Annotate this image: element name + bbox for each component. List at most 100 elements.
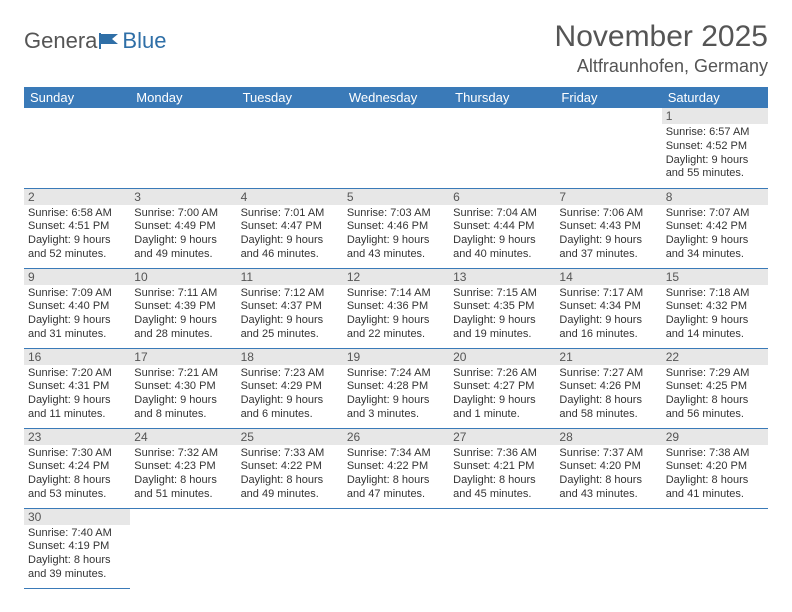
sunset-line: Sunset: 4:34 PM [559,300,657,314]
title-block: November 2025 Altfraunhofen, Germany [555,20,768,77]
sunset-line: Sunset: 4:29 PM [241,380,339,394]
daylight-line: Daylight: 8 hours and 58 minutes. [559,394,657,422]
sunrise-line: Sunrise: 7:20 AM [28,367,126,381]
day-number: 20 [449,349,555,365]
sunrise-line: Sunrise: 7:33 AM [241,447,339,461]
daylight-line: Daylight: 9 hours and 14 minutes. [666,314,764,342]
weekday-header: Tuesday [237,87,343,108]
weekday-header: Thursday [449,87,555,108]
day-content: Sunrise: 7:17 AMSunset: 4:34 PMDaylight:… [555,285,661,346]
calendar-week: 9Sunrise: 7:09 AMSunset: 4:40 PMDaylight… [24,268,768,348]
day-content: Sunrise: 7:07 AMSunset: 4:42 PMDaylight:… [662,205,768,266]
day-number: 5 [343,189,449,205]
brand-part2: Blue [122,28,166,54]
calendar-cell: 12Sunrise: 7:14 AMSunset: 4:36 PMDayligh… [343,268,449,348]
daylight-line: Daylight: 9 hours and 8 minutes. [134,394,232,422]
sunrise-line: Sunrise: 7:06 AM [559,207,657,221]
sunset-line: Sunset: 4:25 PM [666,380,764,394]
sunrise-line: Sunrise: 7:27 AM [559,367,657,381]
day-number: 29 [662,429,768,445]
sunset-line: Sunset: 4:28 PM [347,380,445,394]
daylight-line: Daylight: 9 hours and 3 minutes. [347,394,445,422]
calendar-cell [237,508,343,588]
day-content: Sunrise: 7:40 AMSunset: 4:19 PMDaylight:… [24,525,130,586]
day-content: Sunrise: 7:32 AMSunset: 4:23 PMDaylight:… [130,445,236,506]
day-number: 6 [449,189,555,205]
calendar-cell: 28Sunrise: 7:37 AMSunset: 4:20 PMDayligh… [555,428,661,508]
sunset-line: Sunset: 4:19 PM [28,540,126,554]
calendar-cell: 18Sunrise: 7:23 AMSunset: 4:29 PMDayligh… [237,348,343,428]
sunset-line: Sunset: 4:27 PM [453,380,551,394]
sunset-line: Sunset: 4:22 PM [347,460,445,474]
day-number: 4 [237,189,343,205]
day-content: Sunrise: 7:00 AMSunset: 4:49 PMDaylight:… [130,205,236,266]
day-content: Sunrise: 7:38 AMSunset: 4:20 PMDaylight:… [662,445,768,506]
day-number: 28 [555,429,661,445]
daylight-line: Daylight: 8 hours and 53 minutes. [28,474,126,502]
daylight-line: Daylight: 9 hours and 11 minutes. [28,394,126,422]
daylight-line: Daylight: 9 hours and 22 minutes. [347,314,445,342]
sunset-line: Sunset: 4:23 PM [134,460,232,474]
daylight-line: Daylight: 8 hours and 39 minutes. [28,554,126,582]
sunset-line: Sunset: 4:35 PM [453,300,551,314]
calendar-cell: 22Sunrise: 7:29 AMSunset: 4:25 PMDayligh… [662,348,768,428]
daylight-line: Daylight: 8 hours and 49 minutes. [241,474,339,502]
daylight-line: Daylight: 8 hours and 51 minutes. [134,474,232,502]
calendar-cell [130,108,236,188]
sunrise-line: Sunrise: 7:21 AM [134,367,232,381]
sunrise-line: Sunrise: 7:11 AM [134,287,232,301]
sunrise-line: Sunrise: 7:07 AM [666,207,764,221]
sunrise-line: Sunrise: 7:03 AM [347,207,445,221]
sunrise-line: Sunrise: 7:37 AM [559,447,657,461]
sunset-line: Sunset: 4:39 PM [134,300,232,314]
daylight-line: Daylight: 9 hours and 34 minutes. [666,234,764,262]
sunrise-line: Sunrise: 7:18 AM [666,287,764,301]
sunset-line: Sunset: 4:49 PM [134,220,232,234]
day-number: 16 [24,349,130,365]
calendar-cell: 23Sunrise: 7:30 AMSunset: 4:24 PMDayligh… [24,428,130,508]
sunset-line: Sunset: 4:32 PM [666,300,764,314]
day-number: 7 [555,189,661,205]
day-number: 23 [24,429,130,445]
daylight-line: Daylight: 9 hours and 25 minutes. [241,314,339,342]
daylight-line: Daylight: 8 hours and 56 minutes. [666,394,764,422]
calendar-cell [130,508,236,588]
sunrise-line: Sunrise: 7:24 AM [347,367,445,381]
day-content: Sunrise: 7:04 AMSunset: 4:44 PMDaylight:… [449,205,555,266]
calendar-cell: 21Sunrise: 7:27 AMSunset: 4:26 PMDayligh… [555,348,661,428]
sunset-line: Sunset: 4:51 PM [28,220,126,234]
calendar-cell: 13Sunrise: 7:15 AMSunset: 4:35 PMDayligh… [449,268,555,348]
calendar-cell: 10Sunrise: 7:11 AMSunset: 4:39 PMDayligh… [130,268,236,348]
sunset-line: Sunset: 4:42 PM [666,220,764,234]
weekday-header: Monday [130,87,236,108]
weekday-header: Wednesday [343,87,449,108]
day-number: 3 [130,189,236,205]
day-content: Sunrise: 7:23 AMSunset: 4:29 PMDaylight:… [237,365,343,426]
sunset-line: Sunset: 4:36 PM [347,300,445,314]
sunrise-line: Sunrise: 7:12 AM [241,287,339,301]
sunset-line: Sunset: 4:22 PM [241,460,339,474]
calendar-cell: 16Sunrise: 7:20 AMSunset: 4:31 PMDayligh… [24,348,130,428]
calendar-cell: 24Sunrise: 7:32 AMSunset: 4:23 PMDayligh… [130,428,236,508]
calendar-cell: 5Sunrise: 7:03 AMSunset: 4:46 PMDaylight… [343,188,449,268]
day-number: 27 [449,429,555,445]
daylight-line: Daylight: 9 hours and 40 minutes. [453,234,551,262]
sunrise-line: Sunrise: 7:17 AM [559,287,657,301]
brand-part1: Genera [24,28,97,54]
day-number: 9 [24,269,130,285]
day-number: 26 [343,429,449,445]
calendar-cell: 27Sunrise: 7:36 AMSunset: 4:21 PMDayligh… [449,428,555,508]
calendar-week: 2Sunrise: 6:58 AMSunset: 4:51 PMDaylight… [24,188,768,268]
calendar-cell [555,508,661,588]
day-content: Sunrise: 6:57 AMSunset: 4:52 PMDaylight:… [662,124,768,185]
header: Genera Blue November 2025 Altfraunhofen,… [24,20,768,77]
calendar-cell: 25Sunrise: 7:33 AMSunset: 4:22 PMDayligh… [237,428,343,508]
sunrise-line: Sunrise: 7:26 AM [453,367,551,381]
calendar-week: 16Sunrise: 7:20 AMSunset: 4:31 PMDayligh… [24,348,768,428]
day-number: 2 [24,189,130,205]
calendar-cell [24,108,130,188]
sunset-line: Sunset: 4:40 PM [28,300,126,314]
daylight-line: Daylight: 9 hours and 46 minutes. [241,234,339,262]
calendar-cell: 4Sunrise: 7:01 AMSunset: 4:47 PMDaylight… [237,188,343,268]
day-content: Sunrise: 7:03 AMSunset: 4:46 PMDaylight:… [343,205,449,266]
